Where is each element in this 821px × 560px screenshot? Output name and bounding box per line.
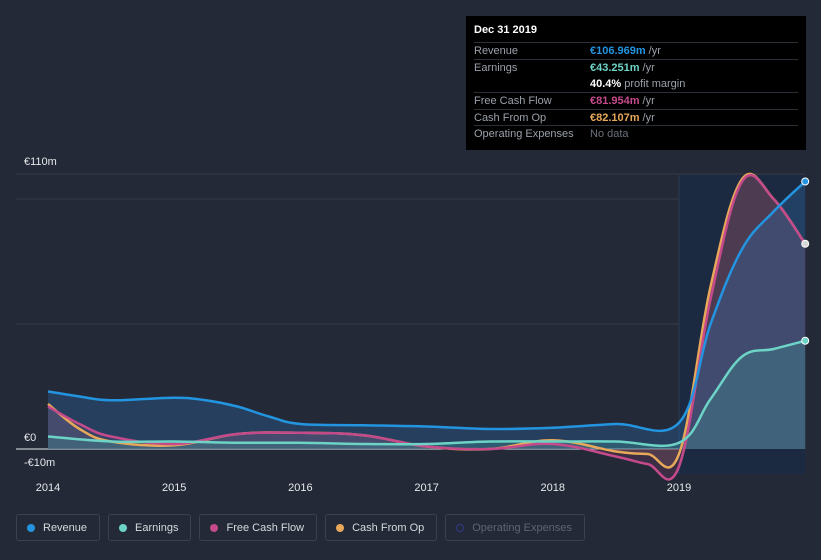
series-end-dots bbox=[801, 177, 810, 345]
legend-item-free-cash-flow[interactable]: Free Cash Flow bbox=[199, 514, 318, 541]
y-tick-label: €0 bbox=[24, 432, 36, 444]
area-earnings bbox=[48, 340, 806, 449]
x-tick-label: 2017 bbox=[414, 482, 438, 494]
point-earnings-end bbox=[801, 336, 810, 345]
tooltip-row: Cash From Op €82.107m/yr bbox=[474, 108, 798, 126]
highlight-band bbox=[679, 175, 805, 474]
tooltip-row-value: €106.969m bbox=[590, 44, 646, 57]
y-tick-label: -€10m bbox=[24, 457, 55, 469]
tooltip-row: 40.4% profit margin bbox=[474, 75, 798, 92]
legend-dot-icon bbox=[456, 523, 465, 532]
series-areas bbox=[48, 173, 806, 480]
legend-item-cash-from-op[interactable]: Cash From Op bbox=[325, 514, 438, 541]
forecast-highlight bbox=[678, 175, 805, 474]
line-revenue bbox=[47, 180, 807, 433]
tooltip-row-value: €43.251m bbox=[590, 61, 640, 74]
legend-dot-icon bbox=[119, 523, 128, 532]
y-tick-label: €110m bbox=[24, 156, 57, 168]
line-earnings bbox=[47, 339, 806, 448]
x-axis-labels: 2014 2015 2016 2017 2018 2019 bbox=[36, 482, 691, 494]
legend-item-revenue[interactable]: Revenue bbox=[16, 514, 101, 541]
y-axis-labels: €110m €0 -€10m bbox=[24, 156, 57, 469]
legend-label: Operating Expenses bbox=[472, 521, 572, 534]
legend-label: Revenue bbox=[43, 521, 88, 534]
legend-dot-icon bbox=[336, 523, 345, 532]
legend-item-operating-expenses[interactable]: Operating Expenses bbox=[445, 514, 585, 541]
tooltip-row: Revenue €106.969m/yr bbox=[474, 42, 798, 59]
x-tick-label: 2015 bbox=[162, 482, 186, 494]
point-revenue-end bbox=[801, 177, 810, 186]
tooltip-row-label: Revenue bbox=[474, 44, 519, 57]
legend-dot-icon bbox=[210, 523, 219, 532]
legend-label: Earnings bbox=[135, 521, 179, 534]
line-cash-from-op bbox=[47, 172, 807, 469]
tooltip-row-label: Operating Expenses bbox=[474, 128, 574, 141]
legend-label: Cash From Op bbox=[352, 521, 425, 534]
tooltip: Dec 31 2019 Revenue €106.969m/yr Earnings €… bbox=[466, 16, 806, 150]
area-revenue bbox=[48, 181, 806, 449]
tooltip-row-value: 40.4% bbox=[590, 77, 622, 90]
tooltip-row-unit: /yr bbox=[642, 111, 655, 124]
line-free-cash-flow bbox=[47, 173, 807, 481]
tooltip-row-value: No data bbox=[590, 128, 629, 141]
x-tick-label: 2016 bbox=[288, 482, 312, 494]
tooltip-row-value: €82.107m bbox=[590, 111, 640, 124]
legend-dot-icon bbox=[27, 523, 35, 532]
legend-item-earnings[interactable]: Earnings bbox=[108, 514, 192, 541]
tooltip-row-unit: /yr bbox=[648, 44, 661, 57]
tooltip-row-label: Free Cash Flow bbox=[474, 94, 552, 107]
tooltip-row-value: €81.954m bbox=[590, 94, 640, 107]
tooltip-date: Dec 31 2019 bbox=[474, 24, 537, 36]
gridlines bbox=[16, 173, 805, 450]
x-tick-label: 2014 bbox=[36, 482, 60, 494]
tooltip-row: Free Cash Flow €81.954m/yr bbox=[474, 92, 798, 109]
area-cash-from-op bbox=[48, 173, 806, 468]
x-tick-label: 2018 bbox=[541, 482, 565, 494]
x-tick-label: 2019 bbox=[667, 482, 691, 494]
series-lines bbox=[47, 172, 807, 481]
tooltip-row-label: Earnings bbox=[474, 61, 518, 74]
tooltip-row: Operating Expenses No data bbox=[474, 125, 798, 142]
legend: Revenue Earnings Free Cash Flow Cash From O… bbox=[16, 514, 585, 541]
tooltip-row: Earnings €43.251m/yr bbox=[474, 58, 798, 76]
legend-label: Free Cash Flow bbox=[226, 521, 305, 534]
tooltip-row-label: Cash From Op bbox=[474, 111, 547, 124]
tooltip-row-unit: /yr bbox=[642, 61, 655, 74]
tooltip-row-unit: profit margin bbox=[624, 77, 686, 90]
point-cash-from-op-end bbox=[801, 239, 810, 248]
tooltip-row-unit: /yr bbox=[642, 94, 655, 107]
